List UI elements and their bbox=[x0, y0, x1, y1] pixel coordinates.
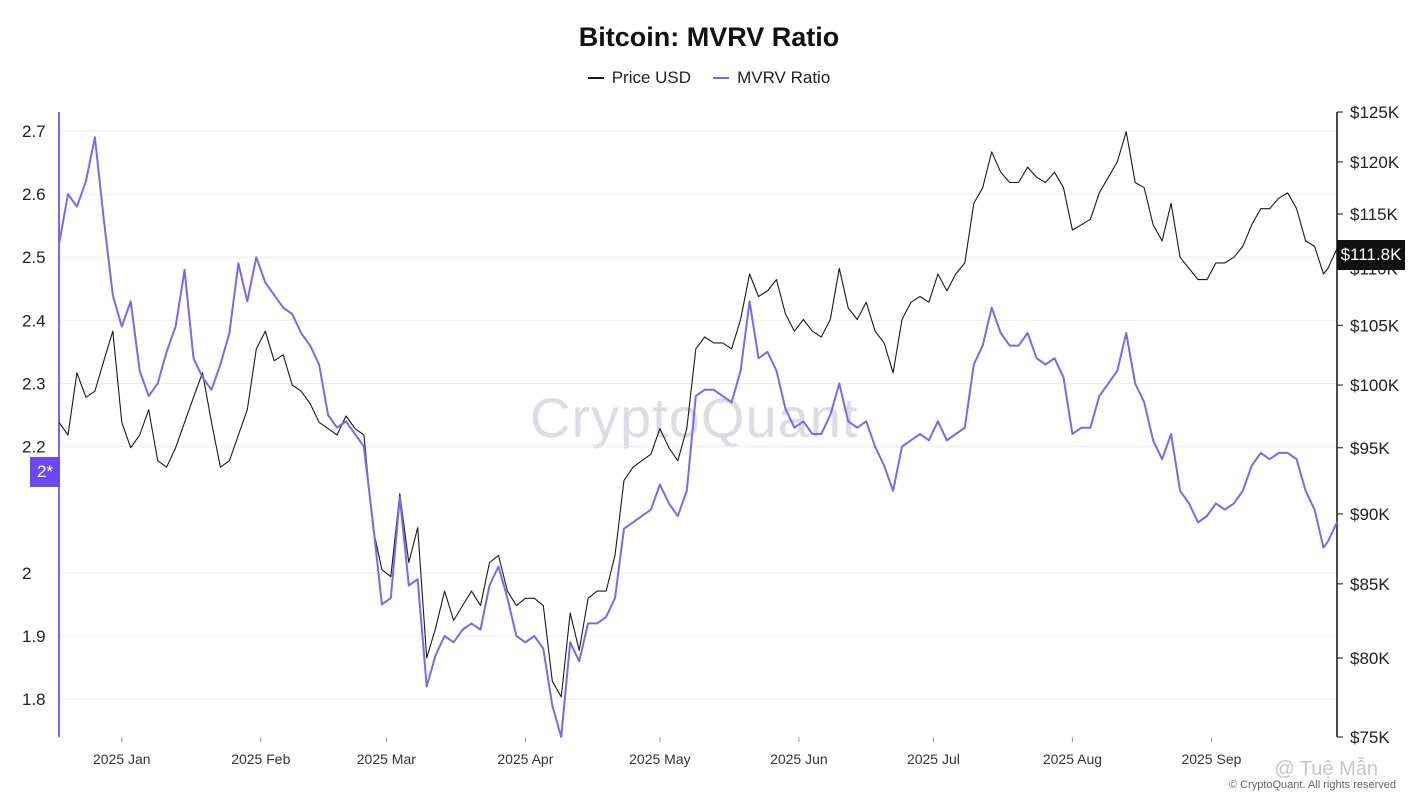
left-tick-label-5: 2.4 bbox=[22, 311, 46, 330]
copyright-notice: © CryptoQuant. All rights reserved bbox=[1228, 779, 1396, 791]
right-tick-label-2: $85K bbox=[1350, 575, 1390, 594]
mvrv-current-value-badge: 2* bbox=[30, 457, 60, 487]
author-watermark: @ Tuệ Mẫn bbox=[1274, 758, 1378, 780]
left-tick-label-4: 2.3 bbox=[22, 374, 46, 393]
legend-swatch-mvrv bbox=[713, 77, 730, 79]
x-tick-label-4: 2025 May bbox=[629, 751, 690, 767]
right-tick-label-9: $120K bbox=[1350, 153, 1400, 172]
legend-swatch-price bbox=[587, 77, 604, 79]
x-tick-label-6: 2025 Jul bbox=[907, 751, 960, 767]
x-tick-label-2: 2025 Mar bbox=[357, 751, 416, 767]
right-tick-label-0: $75K bbox=[1350, 728, 1390, 747]
right-tick-label-6: $105K bbox=[1350, 316, 1400, 335]
left-tick-label-8: 2.7 bbox=[22, 122, 46, 141]
series-line-price-usd bbox=[58, 131, 1338, 698]
legend-item-mvrv[interactable]: MVRV Ratio bbox=[713, 68, 830, 88]
left-tick-label-7: 2.6 bbox=[22, 185, 46, 204]
chart-title: Bitcoin: MVRV Ratio bbox=[578, 22, 840, 52]
left-tick-label-2: 2 bbox=[22, 564, 31, 583]
x-tick-label-7: 2025 Aug bbox=[1043, 751, 1102, 767]
x-tick-label-8: 2025 Sep bbox=[1181, 751, 1241, 767]
legend: Price USD MVRV Ratio bbox=[0, 68, 1418, 88]
legend-label-price: Price USD bbox=[611, 68, 692, 87]
x-tick-label-3: 2025 Apr bbox=[497, 751, 553, 767]
left-tick-label-0: 1.8 bbox=[22, 690, 46, 709]
right-tick-label-5: $100K bbox=[1350, 376, 1400, 395]
left-tick-label-1: 1.9 bbox=[22, 627, 46, 646]
x-tick-label-5: 2025 Jun bbox=[770, 751, 828, 767]
right-tick-label-4: $95K bbox=[1350, 439, 1390, 458]
legend-label-mvrv: MVRV Ratio bbox=[737, 68, 831, 87]
x-tick-label-1: 2025 Feb bbox=[231, 751, 290, 767]
series-line-mvrv-ratio bbox=[58, 136, 1338, 738]
right-tick-label-1: $80K bbox=[1350, 649, 1390, 668]
left-tick-label-6: 2.5 bbox=[22, 248, 46, 267]
x-tick-label-0: 2025 Jan bbox=[93, 751, 151, 767]
right-tick-label-3: $90K bbox=[1350, 505, 1390, 524]
right-tick-label-10: $125K bbox=[1350, 103, 1400, 122]
right-tick-label-8: $115K bbox=[1350, 205, 1399, 224]
price-current-value-badge: $111.8K bbox=[1337, 240, 1405, 270]
left-tick-label-3: 2.2 bbox=[22, 438, 46, 457]
legend-item-price[interactable]: Price USD bbox=[587, 68, 692, 88]
